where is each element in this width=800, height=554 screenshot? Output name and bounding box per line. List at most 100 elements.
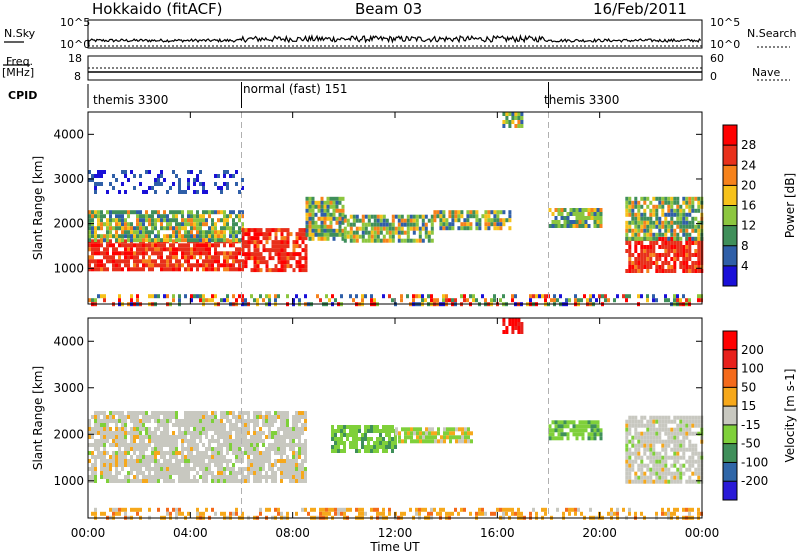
velocity-cell bbox=[178, 419, 181, 423]
power-cell bbox=[274, 244, 278, 249]
power-cell bbox=[314, 228, 318, 233]
velocity-cell bbox=[154, 463, 157, 467]
velocity-cell bbox=[157, 423, 160, 427]
velocity-cell bbox=[124, 443, 127, 447]
velocity-cell bbox=[388, 511, 391, 516]
power-cell bbox=[202, 298, 205, 303]
power-cell bbox=[268, 294, 271, 299]
power-cell bbox=[223, 174, 226, 178]
velocity-cell bbox=[658, 419, 662, 424]
velocity-cell bbox=[358, 507, 361, 512]
power-cell bbox=[646, 261, 650, 265]
power-cell bbox=[424, 214, 428, 219]
velocity-cell bbox=[673, 435, 677, 440]
power-cell bbox=[406, 294, 409, 299]
velocity-cell bbox=[652, 435, 656, 440]
velocity-cell bbox=[667, 435, 671, 440]
velocity-region-1 bbox=[331, 425, 397, 453]
velocity-cell bbox=[121, 459, 124, 463]
power-cell bbox=[569, 220, 573, 224]
velocity-cell bbox=[625, 467, 629, 472]
power-cell bbox=[160, 247, 163, 252]
velocity-cell bbox=[169, 467, 172, 471]
velocity-cell bbox=[253, 447, 256, 451]
velocity-cell bbox=[544, 511, 547, 516]
power-ytick-label-0: 1000 bbox=[53, 261, 84, 275]
power-cell bbox=[184, 238, 187, 243]
velocity-cell bbox=[661, 447, 665, 452]
power-cell bbox=[481, 294, 484, 299]
power-cell bbox=[658, 224, 662, 229]
velocity-cell bbox=[596, 432, 600, 437]
power-cell bbox=[199, 238, 202, 243]
velocity-cell bbox=[199, 455, 202, 459]
velocity-cell bbox=[467, 431, 470, 436]
velocity-cell bbox=[223, 459, 226, 463]
power-cell bbox=[199, 218, 202, 223]
power-cell bbox=[193, 238, 196, 243]
velocity-cell bbox=[202, 479, 205, 483]
velocity-cell bbox=[628, 439, 632, 444]
power-cell bbox=[685, 261, 689, 265]
power-cell bbox=[320, 220, 324, 225]
velocity-cell bbox=[148, 459, 151, 463]
velocity-cell bbox=[286, 475, 289, 479]
power-cell bbox=[298, 232, 302, 237]
power-cell bbox=[676, 208, 680, 213]
power-cell bbox=[286, 264, 290, 269]
power-cell bbox=[157, 243, 160, 248]
velocity-cell bbox=[301, 467, 304, 471]
velocity-cell bbox=[124, 435, 127, 439]
power-cell bbox=[208, 238, 211, 243]
velocity-cell bbox=[643, 443, 647, 448]
velocity-cell bbox=[196, 447, 199, 451]
velocity-cell bbox=[298, 435, 301, 439]
velocity-cell bbox=[127, 479, 130, 483]
velocity-cell bbox=[91, 431, 94, 435]
power-cell bbox=[415, 222, 419, 227]
power-cell bbox=[688, 241, 692, 245]
velocity-cell bbox=[616, 511, 619, 516]
power-cell bbox=[688, 196, 692, 201]
power-cell bbox=[214, 210, 217, 215]
velocity-cell bbox=[124, 507, 127, 512]
power-cell bbox=[391, 214, 395, 219]
velocity-cell bbox=[202, 459, 205, 463]
velocity-cell bbox=[676, 475, 680, 480]
power-cell bbox=[364, 226, 368, 231]
power-cell bbox=[268, 256, 272, 261]
power-cell bbox=[118, 218, 121, 223]
velocity-cell bbox=[679, 475, 683, 480]
velocity-cell bbox=[670, 419, 674, 424]
velocity-cell bbox=[157, 479, 160, 483]
power-cell bbox=[320, 196, 324, 201]
velocity-colorbar-band-5 bbox=[723, 387, 737, 407]
velocity-cell bbox=[697, 467, 701, 472]
velocity-cell bbox=[298, 463, 301, 467]
velocity-cell bbox=[634, 419, 638, 424]
velocity-cell bbox=[265, 447, 268, 451]
power-cell bbox=[142, 238, 145, 243]
power-cell bbox=[220, 190, 223, 194]
power-cell bbox=[335, 208, 339, 213]
velocity-cell bbox=[271, 415, 274, 419]
power-cell bbox=[685, 220, 689, 225]
velocity-cell bbox=[401, 427, 404, 432]
velocity-cell bbox=[160, 411, 163, 415]
power-cell bbox=[544, 294, 547, 299]
power-cell bbox=[163, 247, 166, 252]
velocity-cell bbox=[464, 435, 467, 440]
velocity-cell bbox=[115, 507, 118, 512]
power-cell bbox=[463, 222, 467, 227]
power-cell bbox=[593, 220, 597, 224]
power-cell bbox=[280, 236, 284, 241]
power-cell bbox=[391, 234, 395, 239]
velocity-cell bbox=[136, 479, 139, 483]
power-cell bbox=[643, 200, 647, 205]
velocity-cell bbox=[196, 507, 199, 512]
power-cell bbox=[169, 263, 172, 268]
velocity-cell bbox=[259, 411, 262, 415]
power-cell bbox=[169, 243, 172, 248]
power-cell bbox=[163, 218, 166, 223]
velocity-cell bbox=[461, 439, 464, 444]
